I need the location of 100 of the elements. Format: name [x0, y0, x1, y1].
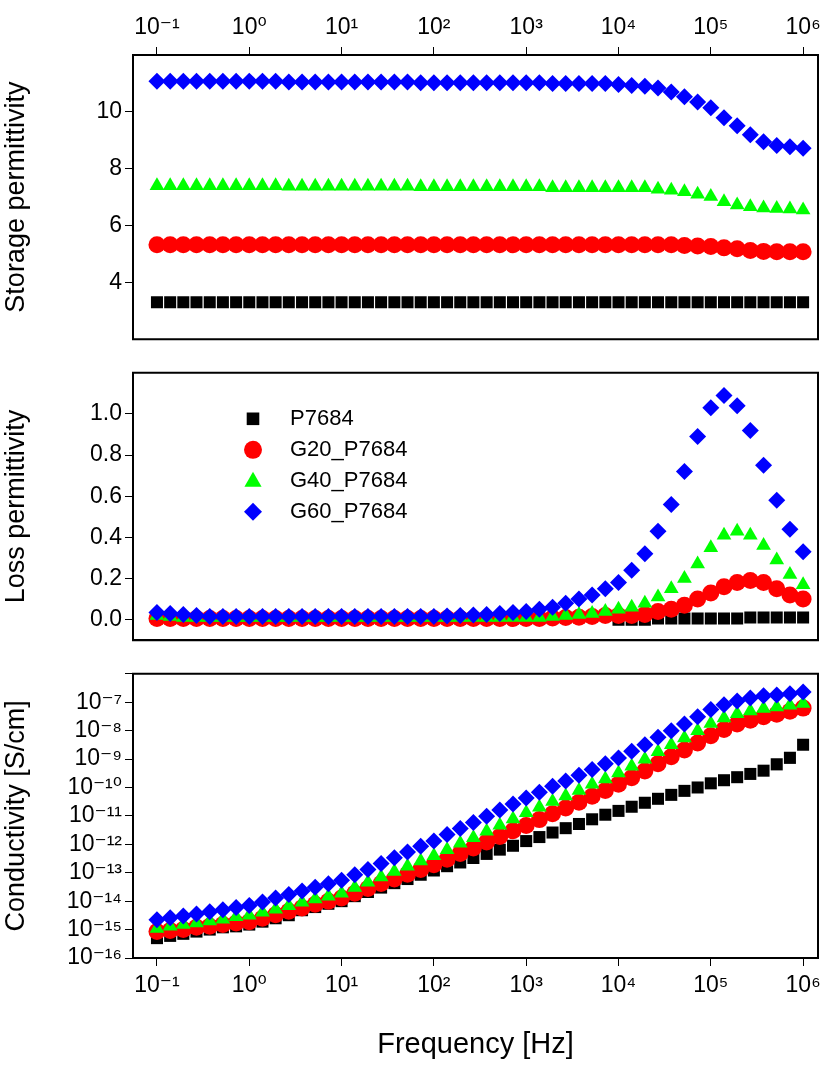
point — [689, 590, 707, 608]
point — [797, 296, 810, 309]
point — [478, 605, 496, 623]
point — [583, 586, 601, 604]
y-tick-label: 10 — [96, 97, 122, 124]
x-tick-label: 10⁰ — [231, 12, 267, 39]
point — [795, 201, 811, 215]
point — [623, 76, 641, 94]
point — [375, 296, 388, 309]
point — [744, 611, 757, 624]
point — [599, 808, 612, 821]
point — [636, 736, 654, 754]
point — [596, 755, 614, 773]
point — [636, 545, 654, 563]
point — [544, 598, 562, 616]
point — [731, 612, 744, 625]
y-tick-label: 0.8 — [90, 440, 122, 467]
point — [638, 796, 651, 809]
point — [689, 93, 707, 111]
point — [296, 296, 309, 309]
point — [174, 72, 192, 90]
point — [386, 863, 402, 876]
point — [214, 901, 232, 919]
point — [704, 777, 717, 790]
point — [662, 495, 680, 513]
point — [783, 611, 796, 624]
point — [319, 73, 337, 91]
point — [675, 596, 693, 614]
y-tick-label: 10⁻⁷ — [75, 687, 122, 714]
point — [649, 755, 667, 773]
point — [703, 714, 719, 728]
point — [599, 296, 612, 309]
y-tick-label: 4 — [109, 267, 123, 294]
x-tick-label: 10³ — [509, 12, 544, 39]
point — [702, 727, 720, 745]
point — [161, 72, 179, 90]
point — [612, 296, 625, 309]
point — [451, 74, 469, 92]
point — [439, 178, 455, 192]
point — [731, 771, 744, 784]
point — [572, 296, 585, 309]
point — [584, 775, 600, 789]
point — [504, 603, 522, 621]
point — [530, 74, 548, 92]
point — [306, 73, 324, 91]
point — [464, 74, 482, 92]
point — [702, 399, 720, 417]
point — [161, 604, 179, 622]
point — [716, 709, 732, 723]
point — [240, 896, 258, 914]
x-tick-label: 10² — [417, 971, 451, 998]
point — [624, 757, 640, 771]
point — [414, 296, 427, 309]
point — [741, 421, 759, 439]
point — [348, 296, 361, 309]
point — [742, 198, 758, 212]
point — [399, 843, 417, 861]
point — [253, 893, 271, 911]
point — [703, 188, 719, 201]
point — [174, 907, 192, 925]
point — [729, 705, 745, 719]
point — [504, 74, 522, 92]
point — [678, 612, 691, 625]
point — [546, 826, 559, 839]
point — [596, 580, 614, 598]
point — [256, 296, 269, 309]
x-tick-label: 10⁰ — [231, 971, 267, 998]
point — [518, 178, 534, 192]
point — [333, 871, 351, 889]
point — [517, 816, 535, 834]
point — [216, 296, 229, 309]
y-tick-label: 10⁻⁸ — [74, 715, 122, 742]
point — [517, 74, 535, 92]
point — [756, 199, 771, 213]
point — [399, 73, 417, 91]
point — [520, 835, 533, 848]
y-tick-label: 10⁻⁹ — [74, 744, 122, 771]
point — [385, 849, 403, 867]
point — [691, 296, 704, 309]
point — [148, 603, 166, 621]
x-tick-label: 10⁻¹ — [134, 12, 180, 39]
y-tick-label: 1.0 — [90, 399, 122, 426]
point — [148, 72, 166, 90]
point — [637, 750, 653, 764]
point — [454, 296, 467, 309]
point — [478, 74, 496, 92]
point — [385, 73, 403, 91]
point — [557, 594, 575, 612]
point — [504, 795, 522, 813]
point — [400, 857, 415, 871]
point — [520, 296, 533, 309]
point — [532, 798, 547, 812]
point — [625, 800, 638, 813]
point — [768, 686, 786, 704]
point — [677, 729, 692, 743]
point — [480, 296, 493, 309]
point — [663, 736, 679, 749]
point — [583, 760, 601, 778]
point — [557, 74, 575, 92]
point — [768, 136, 786, 154]
